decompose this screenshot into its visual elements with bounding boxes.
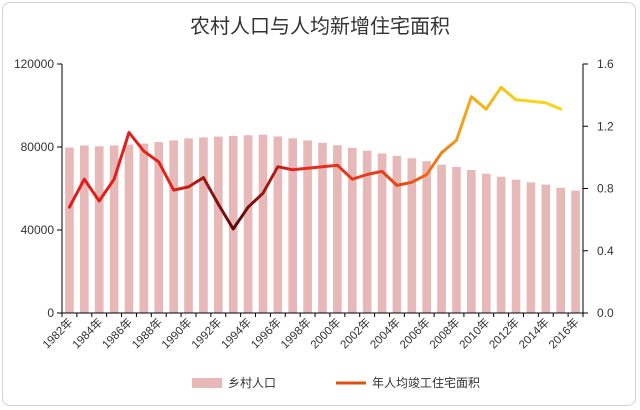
x-axis-tick-label: 1992年 xyxy=(188,315,224,351)
x-axis-tick-label: 1996年 xyxy=(248,315,284,351)
x-axis: 1982年1984年1986年1988年1990年1992年1994年1996年… xyxy=(39,312,584,351)
bar-rural-population xyxy=(496,176,506,313)
bar-rural-population xyxy=(347,147,357,313)
chart-title: 农村人口与人均新增住宅面积 xyxy=(190,14,450,38)
bar-rural-population xyxy=(169,140,178,313)
bar-rural-population xyxy=(288,138,298,313)
bar-rural-population xyxy=(556,187,565,313)
legend-label-bar: 乡村人口 xyxy=(228,376,276,390)
left-axis: 0 40000 80000 120000 xyxy=(14,57,63,320)
bar-rural-population xyxy=(213,136,223,313)
line-housing-area xyxy=(67,85,563,231)
left-axis-tick-label: 120000 xyxy=(14,57,54,71)
bar-rural-population xyxy=(467,169,476,313)
bar-rural-population xyxy=(109,145,119,313)
left-axis-tick-label: 0 xyxy=(47,306,54,320)
x-axis-tick-label: 1982年 xyxy=(39,315,75,351)
left-axis-tick-label: 40000 xyxy=(21,223,55,237)
bar-rural-population xyxy=(541,184,551,313)
x-axis-tick-label: 2000年 xyxy=(307,315,343,351)
bar-rural-population xyxy=(407,158,417,313)
x-axis-tick-label: 2004年 xyxy=(367,315,403,351)
x-axis-tick-label: 2012年 xyxy=(486,315,522,351)
bar-rural-population xyxy=(333,145,342,313)
bar-rural-population xyxy=(258,134,268,313)
x-axis-tick-label: 1988年 xyxy=(129,315,165,351)
bar-rural-population xyxy=(273,136,283,313)
x-axis-tick-label: 2006年 xyxy=(397,315,433,351)
bar-rural-population xyxy=(511,179,521,313)
bar-rural-population xyxy=(392,155,402,313)
bar-rural-population xyxy=(452,166,461,313)
right-axis-tick-label: 1.2 xyxy=(597,119,614,133)
x-axis-tick-label: 2014年 xyxy=(516,315,552,351)
bar-rural-population xyxy=(65,147,74,313)
bar-rural-population xyxy=(80,145,89,313)
bar-rural-population xyxy=(184,138,193,313)
right-axis-tick-label: 1.6 xyxy=(597,57,614,71)
x-axis-tick-label: 2010年 xyxy=(456,315,492,351)
bar-rural-population xyxy=(303,140,312,313)
bar-rural-population xyxy=(318,142,327,313)
bar-rural-population xyxy=(422,161,432,313)
bar-rural-population xyxy=(437,164,446,313)
bar-rural-population xyxy=(526,182,536,313)
x-axis-tick-label: 1984年 xyxy=(69,315,105,351)
left-axis-tick-label: 80000 xyxy=(21,140,55,154)
legend-label-line: 年人均竣工住宅面积 xyxy=(372,375,480,390)
bar-rural-population xyxy=(139,143,149,313)
bar-rural-population xyxy=(243,135,253,313)
bar-rural-population xyxy=(154,142,164,313)
legend-swatch-bar xyxy=(192,378,222,388)
x-axis-tick-label: 1998年 xyxy=(278,315,314,351)
bar-rural-population xyxy=(199,137,208,313)
bar-rural-population xyxy=(481,173,491,313)
x-axis-tick-label: 2016年 xyxy=(546,315,582,351)
right-axis-tick-label: 0.0 xyxy=(597,306,614,320)
line-series xyxy=(67,85,563,231)
right-axis: 0.0 0.4 0.8 1.2 1.6 xyxy=(582,57,614,320)
x-axis-tick-label: 1986年 xyxy=(99,315,135,351)
x-axis-tick-label: 2002年 xyxy=(337,315,373,351)
bar-rural-population xyxy=(228,135,238,313)
bar-rural-population xyxy=(377,153,387,313)
right-axis-tick-label: 0.8 xyxy=(597,182,614,196)
x-axis-tick-label: 1994年 xyxy=(218,315,254,351)
legend: 乡村人口 年人均竣工住宅面积 xyxy=(192,375,480,390)
bar-rural-population xyxy=(362,150,372,313)
x-axis-tick-label: 1990年 xyxy=(159,315,195,351)
bar-rural-population xyxy=(94,146,104,313)
x-axis-tick-label: 2008年 xyxy=(426,315,462,351)
bar-series xyxy=(65,134,580,313)
bar-rural-population xyxy=(571,190,580,313)
right-axis-tick-label: 0.4 xyxy=(597,244,614,258)
bar-rural-population xyxy=(124,144,134,313)
